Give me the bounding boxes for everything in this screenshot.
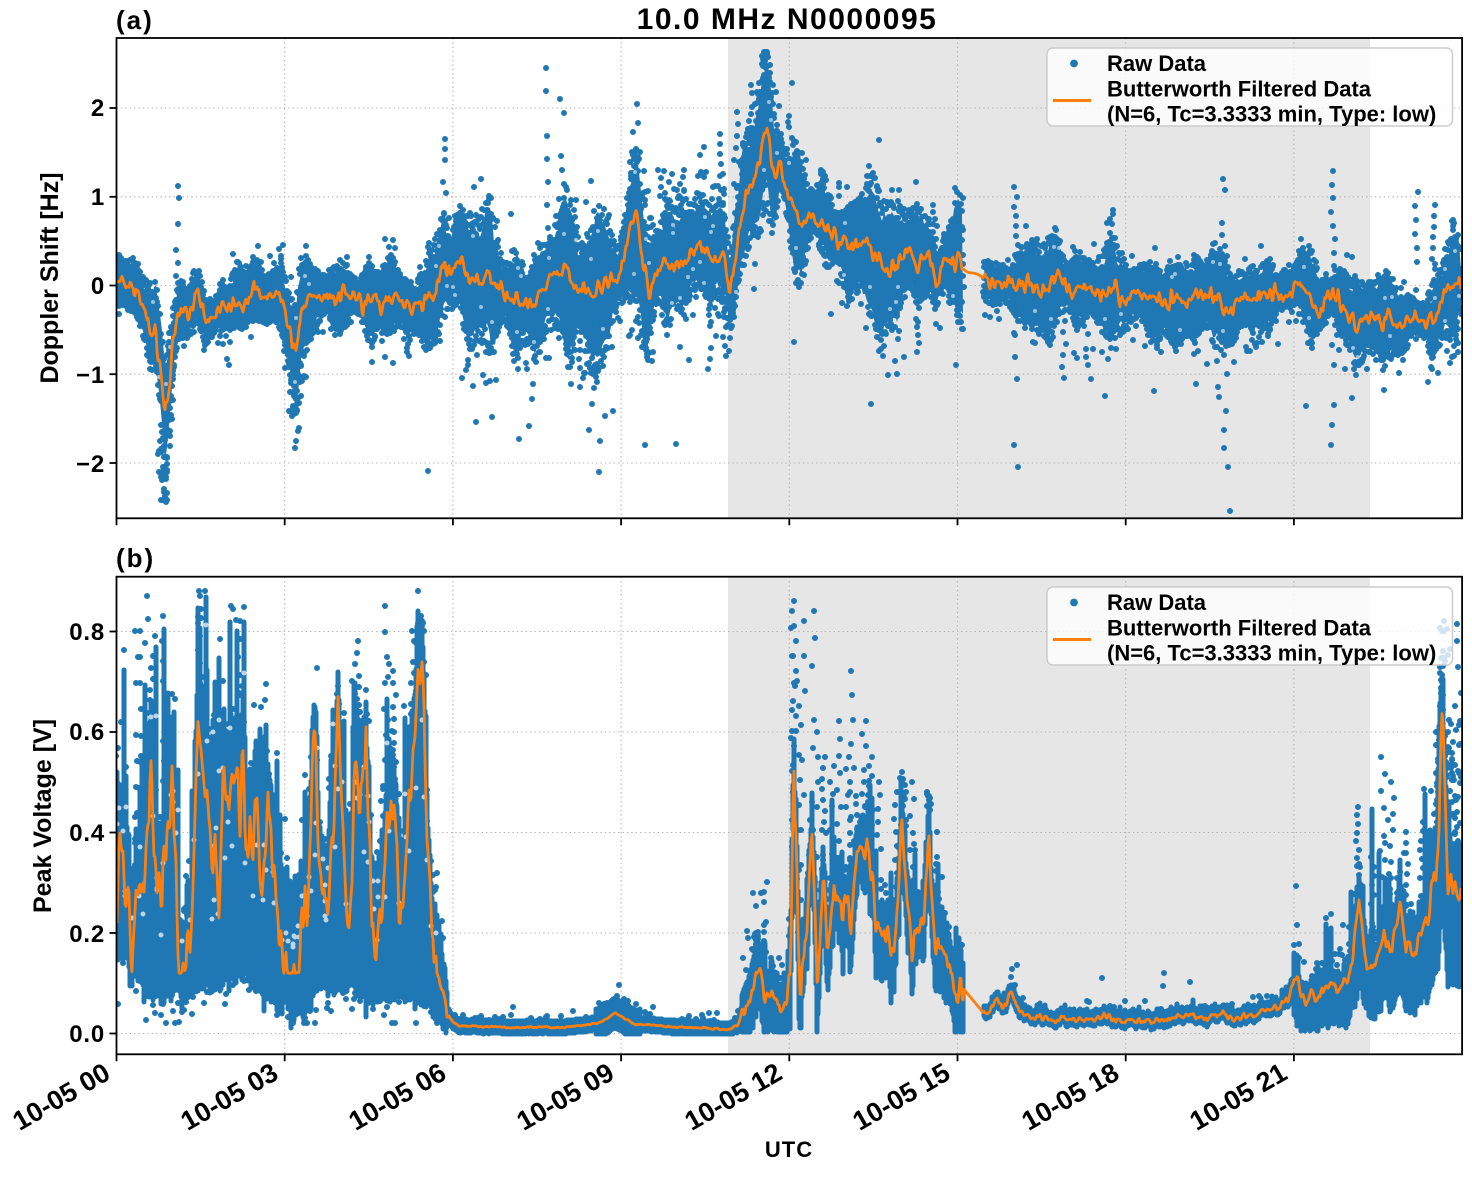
- svg-text:Butterworth Filtered Data: Butterworth Filtered Data: [1107, 616, 1372, 641]
- svg-text:(b): (b): [116, 543, 155, 573]
- svg-text:Peak Voltage [V]: Peak Voltage [V]: [29, 719, 57, 913]
- svg-text:(N=6, Tc=3.3333 min, Type: low: (N=6, Tc=3.3333 min, Type: low): [1107, 641, 1436, 666]
- svg-text:(a): (a): [116, 5, 154, 35]
- svg-text:10.0 MHz N0000095: 10.0 MHz N0000095: [637, 3, 938, 36]
- svg-text:(N=6, Tc=3.3333 min, Type: low: (N=6, Tc=3.3333 min, Type: low): [1107, 102, 1436, 127]
- svg-text:0.8: 0.8: [69, 619, 105, 646]
- svg-text:Doppler Shift [Hz]: Doppler Shift [Hz]: [36, 172, 64, 383]
- svg-text:0: 0: [91, 273, 105, 300]
- svg-text:0.2: 0.2: [69, 921, 105, 948]
- svg-text:0.4: 0.4: [69, 820, 105, 847]
- svg-text:0.0: 0.0: [69, 1021, 105, 1048]
- svg-text:UTC: UTC: [765, 1137, 813, 1162]
- svg-text:2: 2: [91, 95, 105, 122]
- svg-text:−2: −2: [76, 451, 105, 478]
- svg-text:Butterworth Filtered Data: Butterworth Filtered Data: [1107, 77, 1372, 102]
- svg-text:−1: −1: [76, 362, 105, 389]
- svg-text:Raw Data: Raw Data: [1107, 590, 1207, 615]
- svg-text:0.6: 0.6: [69, 719, 105, 746]
- svg-text:1: 1: [91, 184, 105, 211]
- svg-text:Raw Data: Raw Data: [1107, 51, 1207, 76]
